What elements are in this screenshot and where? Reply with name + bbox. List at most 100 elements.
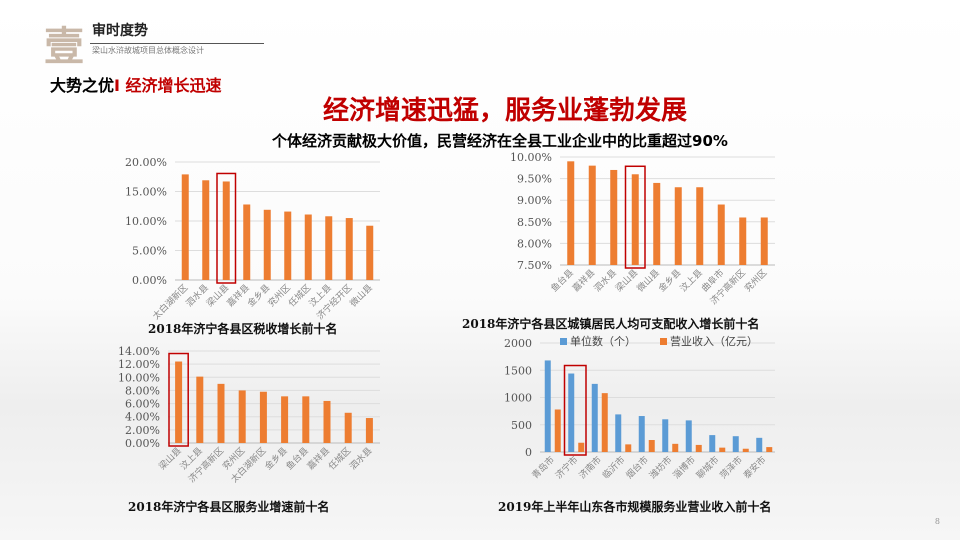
bar (243, 204, 251, 280)
bar (202, 180, 210, 280)
project-subtitle: 梁山水浒故城项目总体概念设计 (92, 46, 204, 55)
x-tick-label: 泗水县 (347, 445, 375, 473)
highlight-box (168, 352, 189, 447)
legend-label: 单位数（个） (570, 334, 636, 348)
y-tick-label: 500 (511, 419, 532, 432)
x-tick-label: 梁山县 (613, 267, 641, 295)
bar (742, 448, 749, 452)
y-tick-label: 1500 (504, 364, 532, 377)
section-highlight: 经济增长迅速 (125, 76, 222, 95)
legend-swatch (660, 338, 667, 345)
bar (625, 444, 632, 452)
bar (217, 383, 225, 443)
bar (222, 181, 230, 280)
chart-2-title: 2018年济宁各县区城镇居民人均可支配收入增长前十名 (462, 317, 760, 331)
x-tick-label: 聊城市 (694, 454, 722, 482)
y-tick-label: 12.00% (118, 358, 160, 371)
page-number: 8 (934, 517, 940, 526)
bar (760, 217, 768, 265)
bar (567, 161, 575, 265)
bar (766, 447, 773, 452)
divider (90, 43, 264, 44)
x-tick-label: 任城区 (286, 282, 314, 310)
legend-label: 营业收入（亿元） (670, 334, 758, 348)
chart-3: 0.00%2.00%4.00%6.00%8.00%10.00%12.00%14.… (118, 345, 380, 485)
bar (366, 225, 374, 280)
bar (304, 214, 312, 280)
bar (674, 187, 682, 265)
bar (259, 391, 267, 443)
bar (181, 174, 189, 280)
x-tick-label: 青岛市 (529, 454, 557, 482)
bar (554, 409, 561, 452)
y-tick-label: 7.50% (517, 259, 552, 272)
bar (196, 376, 204, 443)
bar (653, 182, 661, 265)
highlight-box (624, 165, 646, 269)
subheadline: 个体经济贡献极大价值，民营经济在全县工业企业中的比重超过90% (272, 132, 728, 150)
y-tick-label: 9.00% (517, 194, 552, 207)
y-tick-label: 0 (525, 446, 532, 459)
x-tick-label: 淄博市 (670, 454, 698, 482)
bar (732, 436, 739, 452)
x-tick-label: 泰安市 (741, 454, 769, 482)
y-tick-label: 9.50% (517, 173, 552, 186)
bar (284, 211, 292, 280)
y-tick-label: 5.00% (132, 245, 167, 258)
y-tick-label: 4.00% (125, 411, 160, 424)
x-tick-label: 嘉祥县 (224, 282, 252, 310)
chart-2: 7.50% 8.00% 8.50% 9.00% 9.50% 10.00% 鱼台县嘉祥县泗水县… (510, 151, 775, 307)
bar (615, 414, 622, 452)
x-tick-label: 微山县 (634, 267, 662, 295)
bar (601, 393, 608, 452)
x-tick-label: 临沂市 (600, 454, 628, 482)
y-tick-label: 10.00% (510, 151, 552, 164)
bar (638, 416, 645, 452)
y-tick-label: 6.00% (125, 398, 160, 411)
bar (685, 420, 692, 452)
x-tick-label: 嘉祥县 (305, 445, 333, 473)
y-tick-label: 15.00% (125, 186, 167, 199)
chart-3-title: 2018年济宁各县区服务业增速前十名 (128, 500, 330, 514)
bar (325, 216, 333, 280)
y-tick-label: 8.00% (517, 237, 552, 250)
bar (709, 435, 716, 452)
bar (544, 360, 551, 452)
highlight-box (563, 364, 587, 456)
bar (365, 418, 373, 443)
x-tick-label: 潍坊市 (647, 454, 675, 482)
bar (578, 442, 585, 452)
y-tick-label: 1000 (504, 392, 532, 405)
x-tick-label: 金乡县 (656, 267, 684, 295)
y-tick-label: 8.00% (125, 384, 160, 397)
y-tick-label: 10.00% (125, 215, 167, 228)
x-tick-label: 汶上县 (677, 267, 705, 295)
bar (719, 447, 726, 452)
bar (672, 443, 679, 452)
bar (662, 419, 669, 452)
bar (281, 396, 289, 443)
x-tick-label: 任城区 (326, 445, 354, 473)
legend-swatch (560, 338, 567, 345)
chart-1-title: 2018年济宁各县区税收增长前十名 (148, 322, 338, 336)
bar (323, 400, 331, 443)
bar (695, 444, 702, 452)
y-tick-label: 0.00% (132, 274, 167, 287)
section-title: 审时度势 (92, 23, 148, 39)
bar (610, 169, 618, 265)
y-tick-label: 0.00% (125, 437, 160, 450)
bar (302, 396, 310, 443)
y-tick-label: 10.00% (118, 371, 160, 384)
headline: 经济增速迅猛，服务业蓬勃发展 (322, 96, 687, 126)
x-tick-label: 梁山县 (204, 282, 232, 310)
x-tick-label: 兖州区 (265, 282, 293, 310)
bar (588, 165, 596, 265)
bar (175, 361, 183, 443)
bar (717, 204, 725, 265)
x-tick-label: 金乡县 (245, 282, 273, 310)
x-tick-label: 微山县 (347, 282, 375, 310)
y-tick-label: 8.50% (517, 216, 552, 229)
section-numeral: 壹 (44, 23, 84, 70)
